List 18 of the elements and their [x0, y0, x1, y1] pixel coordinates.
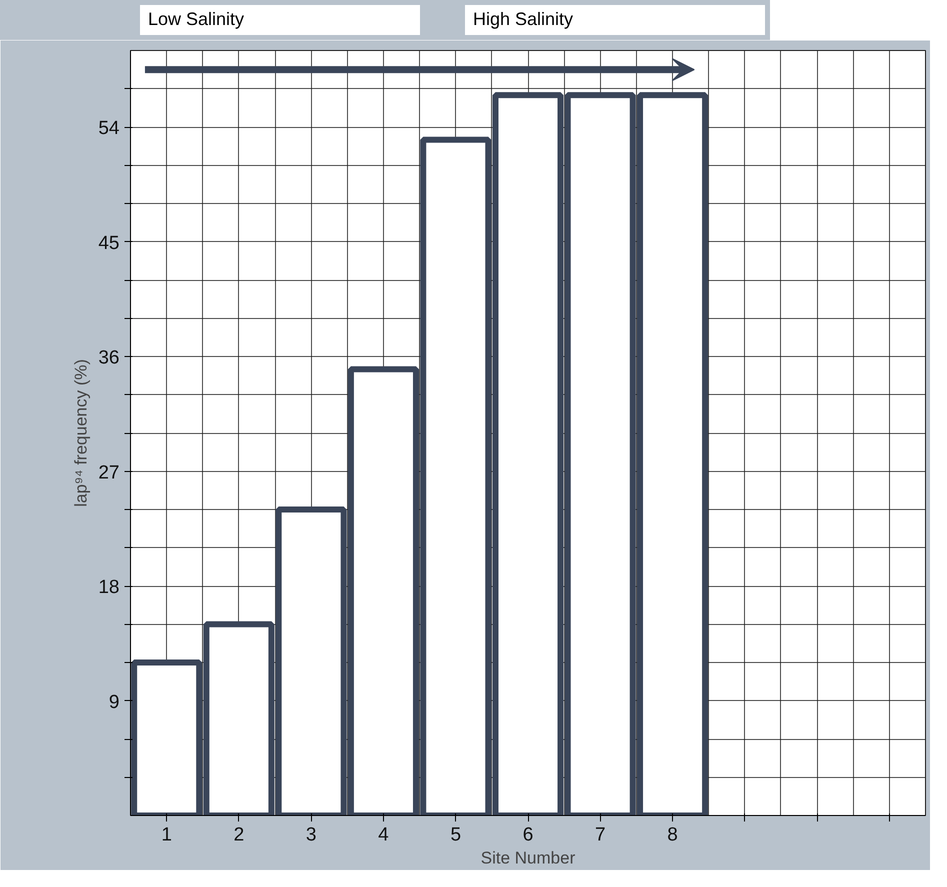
x-tick-label: 5 [450, 824, 462, 846]
y-tick-label: 36 [98, 348, 120, 368]
x-axis-title: Site Number [480, 848, 576, 868]
x-tick-label: 8 [667, 824, 678, 846]
y-tick-label: 9 [108, 692, 120, 713]
x-tick-label: 1 [161, 824, 172, 846]
x-tick-label: 2 [234, 824, 244, 846]
x-tick-label: 3 [306, 824, 316, 846]
text: High Salinity [473, 8, 574, 31]
x-tick-label: 6 [522, 824, 534, 846]
y-tick-label: 54 [98, 118, 120, 139]
y-axis-title: lap⁹⁴ frequency (%) [71, 359, 90, 507]
y-tick-label: 27 [98, 462, 120, 484]
y-tick-label: 45 [98, 232, 120, 254]
text: Low Salinity [148, 8, 244, 31]
x-tick-label: 4 [378, 824, 390, 846]
y-tick-label: 18 [98, 577, 120, 598]
x-tick-label: 7 [594, 824, 606, 846]
